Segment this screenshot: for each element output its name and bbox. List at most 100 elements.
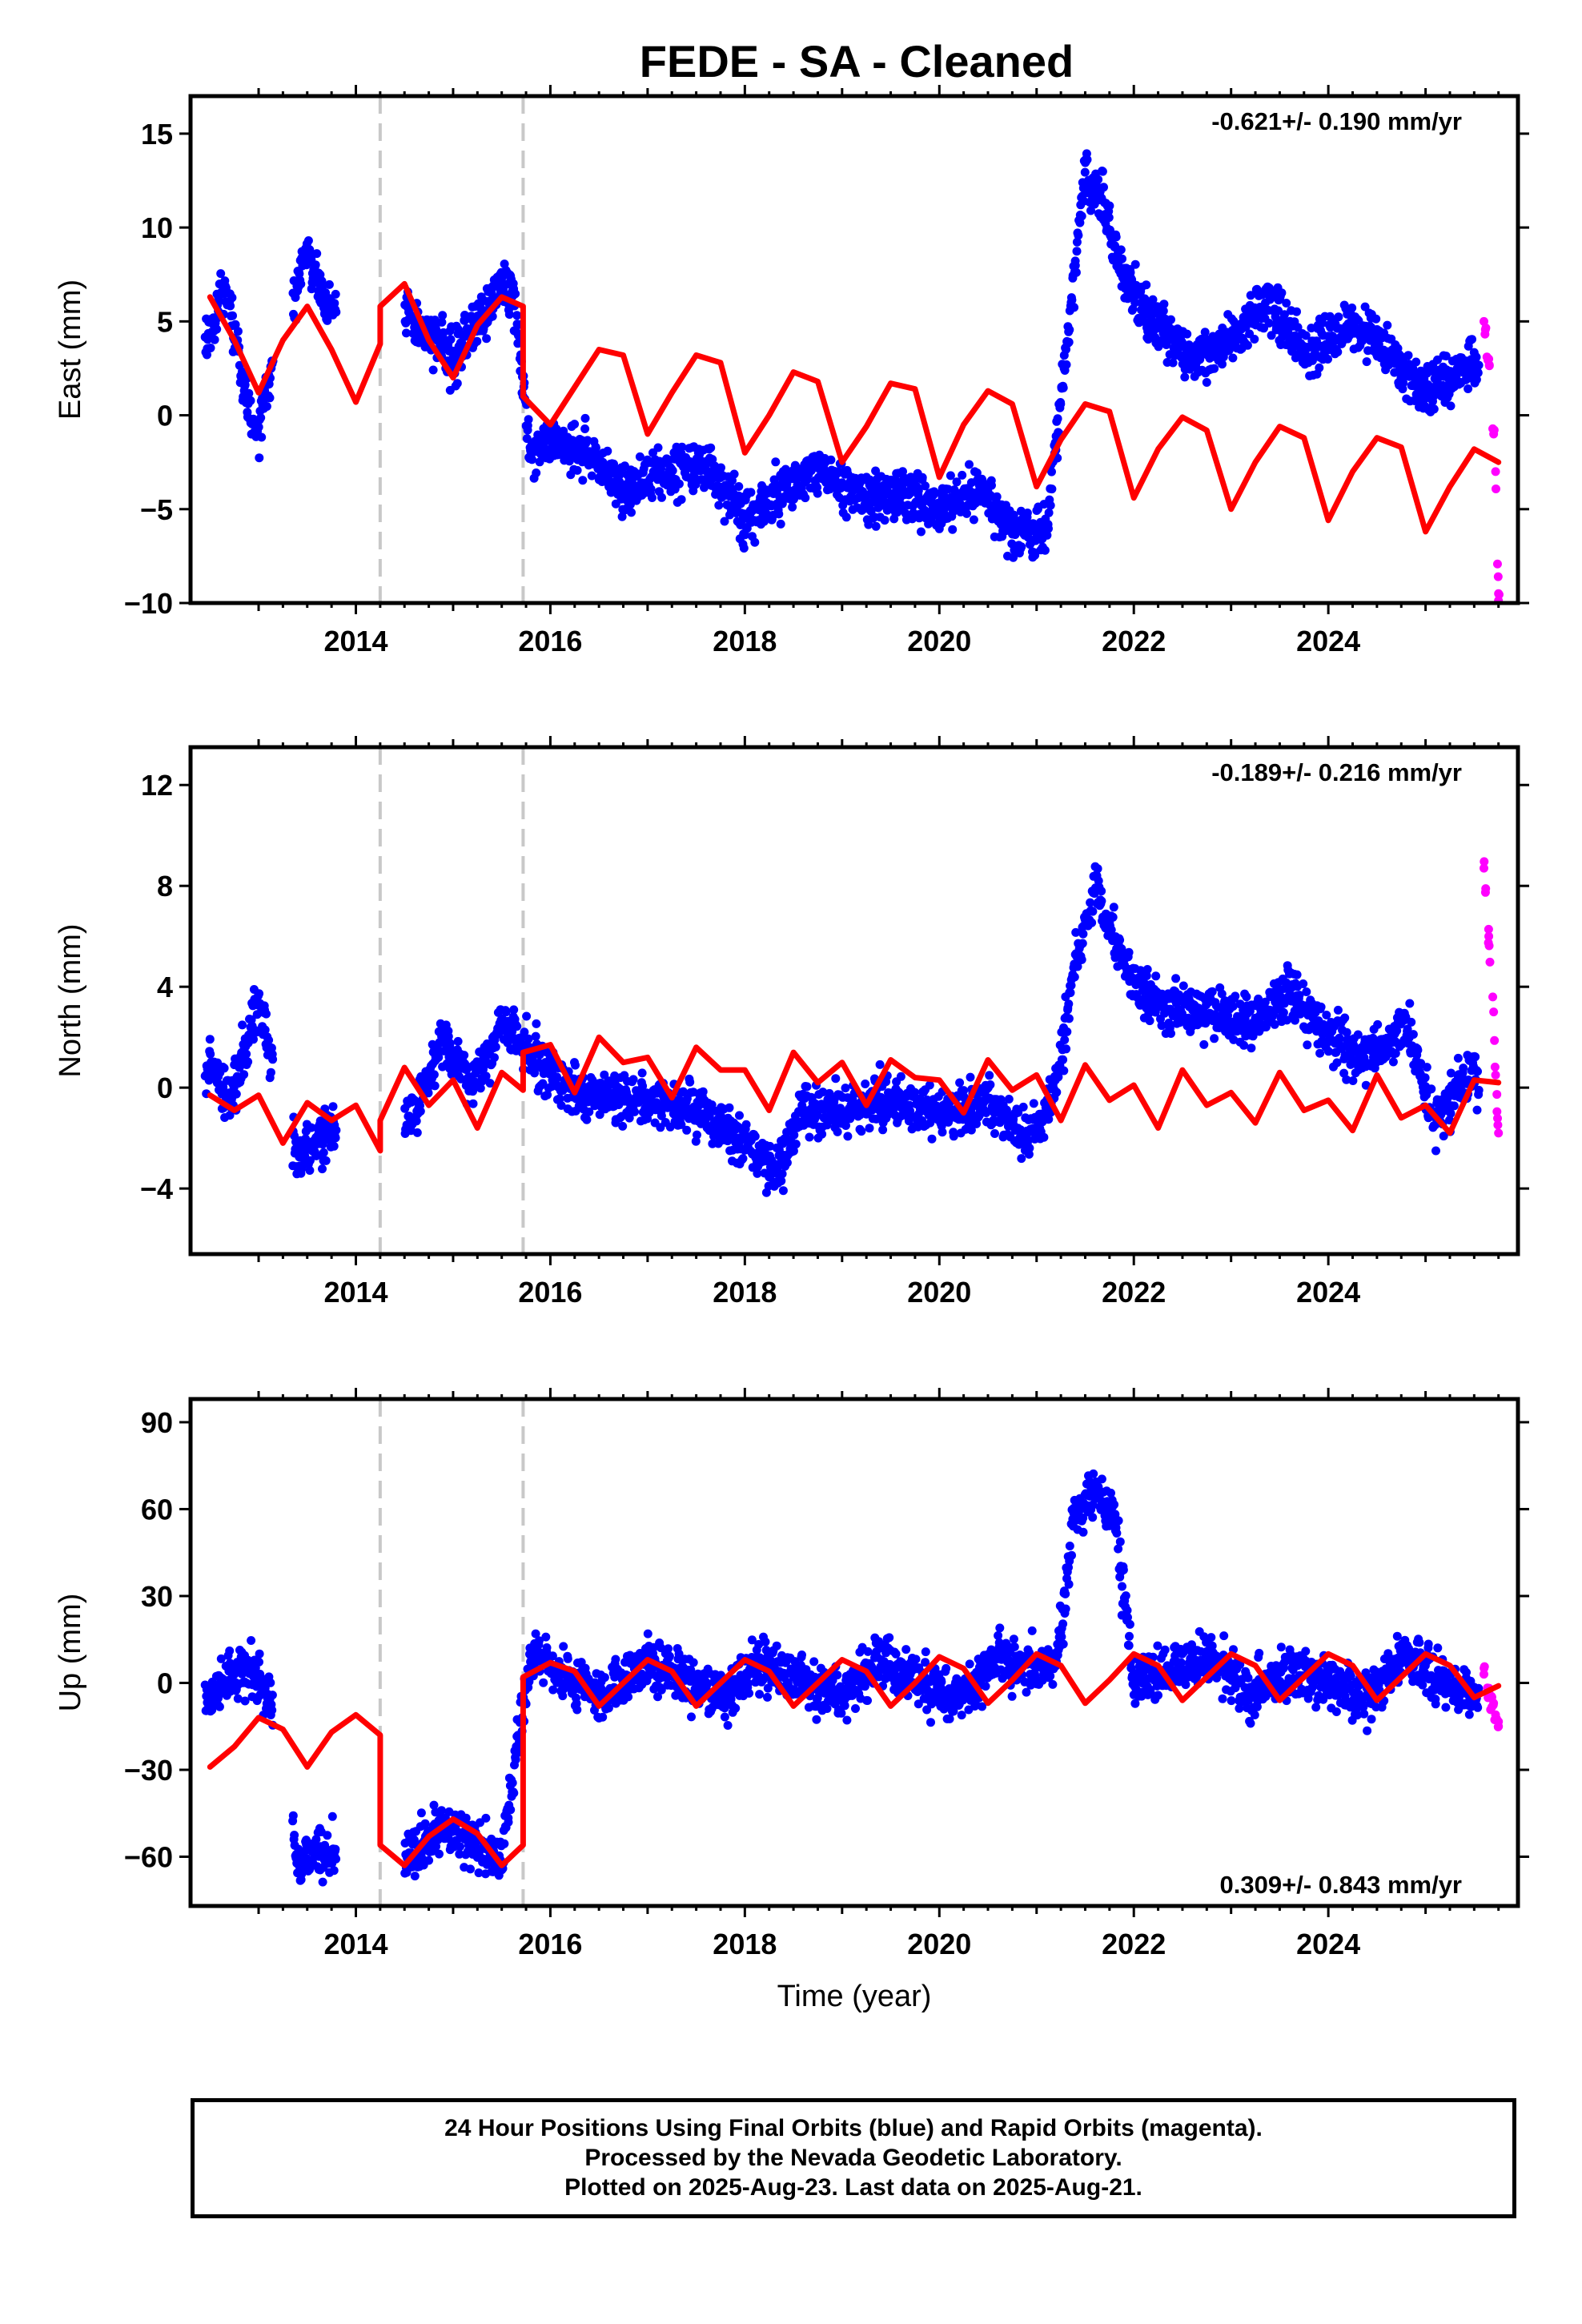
data-point [1047,485,1057,494]
data-point [1315,1048,1325,1058]
data-point [1067,296,1077,305]
data-point [329,1141,339,1151]
rapid-point [1484,941,1494,951]
data-point [1130,259,1140,269]
y-tick-label: 12 [141,769,173,802]
data-point [212,324,222,334]
data-point [1210,1034,1219,1043]
data-point [617,512,627,521]
data-point [468,1099,478,1108]
data-point [1453,1053,1463,1063]
data-point [1322,1011,1331,1019]
data-point [1199,1039,1209,1049]
data-point [1060,1035,1070,1044]
data-point [460,1051,469,1060]
plot-area [200,96,1504,603]
data-point [1024,1149,1034,1159]
data-point [1070,261,1080,270]
data-point [777,499,787,509]
data-point [826,455,836,464]
data-point [1323,1047,1333,1056]
data-point [843,1132,853,1141]
data-point [556,1100,566,1110]
data-point [656,1111,666,1120]
data-point [1039,1132,1049,1142]
data-point [946,471,955,480]
data-point [205,1035,215,1044]
data-point [980,480,990,489]
rapid-point [1484,924,1493,934]
data-point [857,1127,866,1136]
data-point [646,485,656,494]
data-point [1371,314,1381,324]
data-point [708,455,717,464]
data-point [777,1169,787,1179]
data-point [295,269,304,279]
data-point [801,493,810,503]
data-point [225,1111,235,1120]
data-point [1248,1031,1258,1041]
data-point [1207,987,1217,996]
data-point [1158,306,1168,316]
data-point [741,1120,751,1129]
data-point [917,527,926,537]
data-point [987,480,996,490]
data-point [1246,291,1255,300]
data-point [875,1059,885,1069]
data-point [265,393,275,403]
data-point [438,311,448,320]
x-tick-label: 2024 [1296,1276,1360,1309]
data-point [452,379,462,388]
rapid-point [1490,1062,1500,1072]
y-tick-label: 15 [141,118,173,151]
data-point [939,507,949,517]
data-point [509,1005,519,1015]
data-point [905,1106,915,1116]
data-point [1292,307,1301,316]
data-point [571,1060,580,1070]
data-point [638,1081,648,1091]
data-point [657,493,666,502]
data-point [1413,1045,1423,1055]
data-point [1151,971,1161,981]
data-point [774,509,784,519]
data-point [674,479,684,489]
final-orbit-points [200,149,1484,562]
data-point [1097,887,1106,896]
data-point [777,1176,786,1186]
y-tick-label: −10 [124,587,173,620]
data-point [1040,545,1050,555]
data-point [1142,965,1152,974]
data-point [437,317,447,327]
data-point [1178,1009,1186,1019]
data-point [296,279,306,289]
data-point [402,328,411,338]
data-point [1422,1063,1431,1072]
data-point [424,1088,433,1098]
data-point [1109,903,1118,912]
data-point [1342,1027,1351,1037]
data-point [530,1068,540,1078]
data-point [789,1130,799,1140]
data-point [1097,896,1106,906]
data-point [1282,1015,1291,1025]
data-point [1077,211,1086,221]
data-point [512,1022,522,1031]
data-point [1087,918,1097,927]
data-point [1323,355,1332,364]
data-point [1044,508,1054,517]
data-point [917,472,927,482]
data-point [219,1063,229,1073]
x-tick-label: 2024 [1296,625,1360,657]
data-point [1062,1027,1072,1036]
data-point [1070,303,1079,312]
data-point [512,311,522,320]
data-point [1017,542,1026,552]
data-point [1148,295,1158,304]
data-point [1071,267,1081,277]
data-point [532,1019,541,1028]
data-point [771,457,781,467]
data-point [1445,1116,1454,1125]
data-point [1223,1011,1233,1020]
